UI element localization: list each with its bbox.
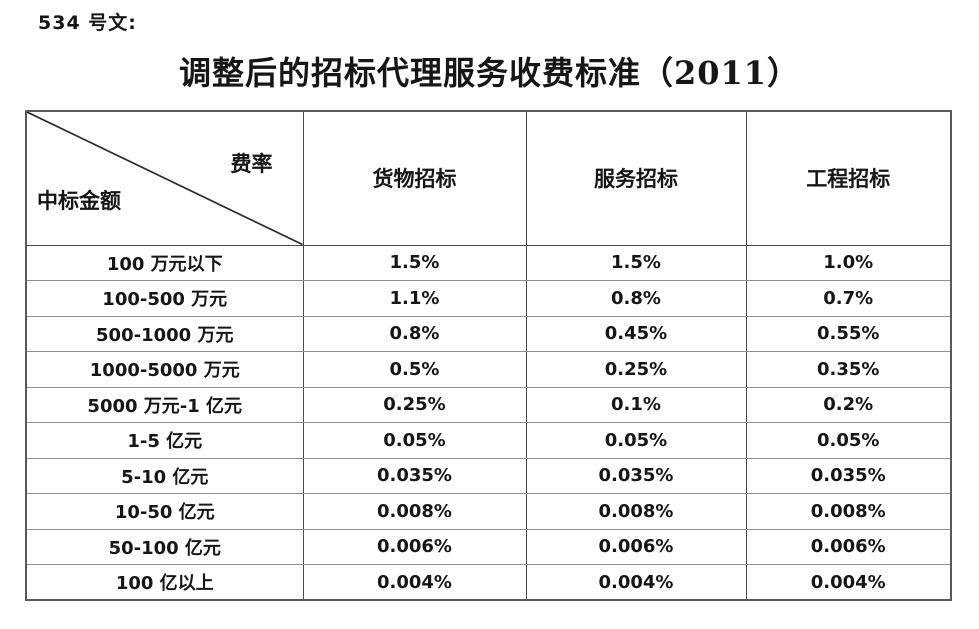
header-row: 费率 中标金额 货物招标 服务招标 工程招标 bbox=[25, 110, 952, 246]
doc-number: 534 号文: bbox=[38, 12, 137, 34]
fee-value: 0.8% bbox=[525, 280, 747, 317]
row-label: 1-5 亿元 bbox=[25, 422, 304, 459]
fee-value: 0.25% bbox=[525, 351, 747, 388]
col-header-engineering: 工程招标 bbox=[745, 110, 952, 246]
row-label: 500-1000 万元 bbox=[25, 315, 304, 352]
fee-value: 0.05% bbox=[525, 422, 747, 459]
row-label: 5000 万元-1 亿元 bbox=[25, 386, 304, 423]
fee-value: 1.1% bbox=[302, 280, 527, 317]
table-row: 1-5 亿元 0.05% 0.05% 0.05% bbox=[25, 422, 952, 459]
fee-value: 0.05% bbox=[745, 422, 952, 459]
fee-value: 0.45% bbox=[525, 315, 747, 352]
fee-value: 0.035% bbox=[525, 457, 747, 494]
table-row: 5-10 亿元 0.035% 0.035% 0.035% bbox=[25, 457, 952, 494]
table-row: 5000 万元-1 亿元 0.25% 0.1% 0.2% bbox=[25, 386, 952, 423]
table-row: 100 亿以上 0.004% 0.004% 0.004% bbox=[25, 564, 952, 601]
fee-value: 0.035% bbox=[745, 457, 952, 494]
table-row: 500-1000 万元 0.8% 0.45% 0.55% bbox=[25, 315, 952, 352]
fee-table: 费率 中标金额 货物招标 服务招标 工程招标 100 万元以下 1.5% 1.5… bbox=[25, 110, 952, 601]
fee-value: 0.35% bbox=[745, 351, 952, 388]
col-header-services: 服务招标 bbox=[525, 110, 747, 246]
row-label: 100-500 万元 bbox=[25, 280, 304, 317]
corner-label-rate: 费率 bbox=[230, 151, 273, 176]
fee-value: 0.006% bbox=[745, 528, 952, 565]
fee-value: 0.55% bbox=[745, 315, 952, 352]
fee-value: 0.8% bbox=[302, 315, 527, 352]
row-label: 10-50 亿元 bbox=[25, 493, 304, 530]
table-row: 50-100 亿元 0.006% 0.006% 0.006% bbox=[25, 528, 952, 565]
fee-value: 0.004% bbox=[302, 564, 527, 601]
fee-value: 0.2% bbox=[745, 386, 952, 423]
diagonal-line bbox=[27, 112, 303, 245]
fee-value: 1.5% bbox=[525, 244, 747, 281]
fee-value: 0.008% bbox=[302, 493, 527, 530]
fee-value: 0.006% bbox=[525, 528, 747, 565]
fee-value: 0.008% bbox=[745, 493, 952, 530]
row-label: 100 亿以上 bbox=[25, 564, 304, 601]
fee-value: 0.006% bbox=[302, 528, 527, 565]
fee-value: 0.1% bbox=[525, 386, 747, 423]
row-label: 100 万元以下 bbox=[25, 244, 304, 281]
table-row: 100-500 万元 1.1% 0.8% 0.7% bbox=[25, 280, 952, 317]
fee-value: 0.25% bbox=[302, 386, 527, 423]
fee-value: 1.5% bbox=[302, 244, 527, 281]
fee-value: 0.008% bbox=[525, 493, 747, 530]
table-row: 1000-5000 万元 0.5% 0.25% 0.35% bbox=[25, 351, 952, 388]
fee-value: 0.035% bbox=[302, 457, 527, 494]
fee-value: 0.5% bbox=[302, 351, 527, 388]
col-header-goods: 货物招标 bbox=[302, 110, 527, 246]
corner-label-amount: 中标金额 bbox=[37, 187, 121, 213]
row-label: 50-100 亿元 bbox=[25, 528, 304, 565]
table-row: 10-50 亿元 0.008% 0.008% 0.008% bbox=[25, 493, 952, 530]
fee-value: 1.0% bbox=[745, 244, 952, 281]
table-row: 100 万元以下 1.5% 1.5% 1.0% bbox=[25, 244, 952, 281]
row-label: 1000-5000 万元 bbox=[25, 351, 304, 388]
row-label: 5-10 亿元 bbox=[25, 457, 304, 494]
fee-value: 0.004% bbox=[525, 564, 747, 601]
page-title: 调整后的招标代理服务收费标准（2011） bbox=[178, 54, 801, 92]
corner-cell: 费率 中标金额 bbox=[25, 110, 304, 246]
fee-value: 0.7% bbox=[745, 280, 952, 317]
fee-value: 0.05% bbox=[302, 422, 527, 459]
fee-value: 0.004% bbox=[745, 564, 952, 601]
